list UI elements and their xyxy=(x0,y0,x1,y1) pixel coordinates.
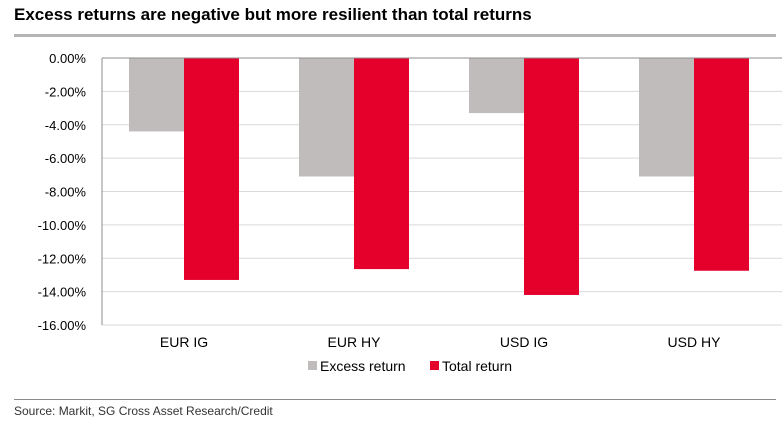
y-tick-label: -2.00% xyxy=(45,84,87,99)
legend-swatch xyxy=(308,361,317,370)
legend-label: Excess return xyxy=(320,358,406,374)
x-category-label: EUR IG xyxy=(160,334,208,350)
y-tick-label: -6.00% xyxy=(45,151,87,166)
y-tick-label: -10.00% xyxy=(38,218,87,233)
x-category-label: USD IG xyxy=(500,334,548,350)
footer-divider xyxy=(14,399,776,400)
legend-swatch xyxy=(430,361,439,370)
x-category-label: EUR HY xyxy=(328,334,382,350)
bar-excess-usd-ig xyxy=(469,58,524,114)
bar-excess-usd-hy xyxy=(639,58,694,177)
source-note: Source: Markit, SG Cross Asset Research/… xyxy=(14,404,273,418)
y-tick-label: -14.00% xyxy=(38,285,87,300)
bar-total-eur-ig xyxy=(184,58,239,280)
bar-total-eur-hy xyxy=(354,58,409,270)
chart-title: Excess returns are negative but more res… xyxy=(14,5,532,24)
x-category-label: USD HY xyxy=(668,334,722,350)
bar-total-usd-ig xyxy=(524,58,579,295)
y-tick-label: -16.00% xyxy=(38,318,87,333)
bar-total-usd-hy xyxy=(694,58,749,271)
y-tick-label: -8.00% xyxy=(45,185,87,200)
y-tick-label: 0.00% xyxy=(49,51,86,66)
bar-excess-eur-hy xyxy=(299,58,354,177)
bar-chart: 0.00% -2.00% -4.00% -6.00% -8.00% -10.00% -12.… xyxy=(38,51,782,374)
legend-label: Total return xyxy=(442,358,512,374)
y-tick-label: -4.00% xyxy=(45,118,87,133)
title-divider xyxy=(14,34,776,37)
y-tick-label: -12.00% xyxy=(38,251,87,266)
bar-excess-eur-ig xyxy=(129,58,184,132)
